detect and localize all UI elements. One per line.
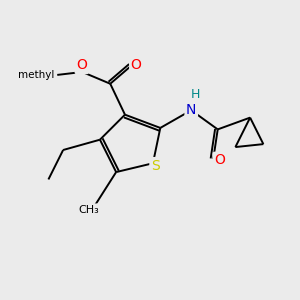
Text: N: N (186, 103, 196, 117)
Text: O: O (214, 153, 225, 167)
Text: O: O (76, 58, 87, 73)
Text: methyl: methyl (18, 70, 54, 80)
Text: S: S (151, 159, 160, 172)
Text: O: O (131, 58, 142, 72)
Text: H: H (191, 88, 200, 100)
Text: CH₃: CH₃ (79, 205, 99, 215)
